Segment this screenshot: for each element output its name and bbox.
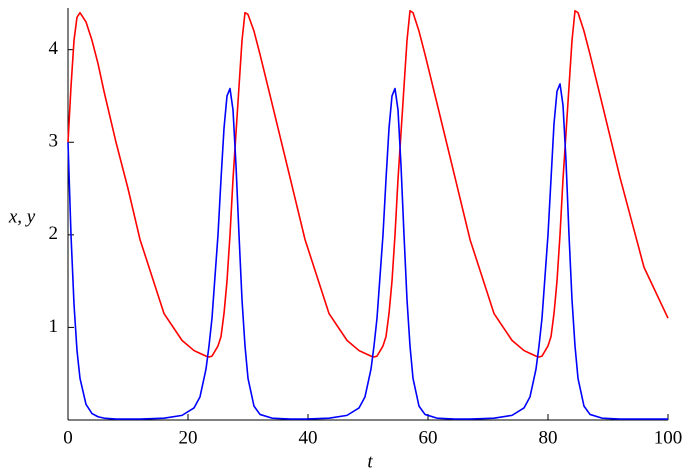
series-line xyxy=(67,9,669,358)
x-tick-label: 60 xyxy=(419,427,438,448)
series-line xyxy=(67,83,668,420)
x-axis-label: t xyxy=(367,451,373,472)
y-tick-label: 2 xyxy=(49,223,59,244)
y-tick-label: 1 xyxy=(49,316,59,337)
y-axis-label: x, y xyxy=(8,206,36,227)
y-tick-label: 4 xyxy=(49,38,59,59)
y-tick-label: 3 xyxy=(49,131,59,152)
x-tick-label: 20 xyxy=(179,427,198,448)
x-tick-label: 80 xyxy=(539,427,558,448)
x-tick-label: 100 xyxy=(654,427,683,448)
x-tick-label: 0 xyxy=(63,427,73,448)
x-tick-label: 40 xyxy=(299,427,318,448)
